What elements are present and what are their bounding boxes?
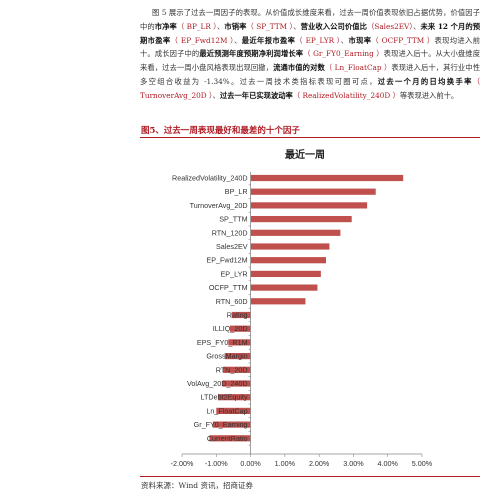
text-run: 、 [413,21,421,31]
bar [250,243,330,250]
category-label: OCFP_TTM [209,283,248,292]
category-labels-group: RealizedVolatility_240D BP_LR TurnoverAvg_… [172,174,248,443]
factor-name: 市销率 [224,21,247,31]
bar [209,435,251,442]
bar-chart-svg: 最近一周 RealizedVolatility_240D BP_LR Turnove… [171,148,433,468]
factor-name: 过去一个月的日均换手率 [377,76,473,86]
category-label: LTDebt2Equity [201,393,248,402]
x-tick-label: 1.00% [275,459,296,468]
factor-name: 市现率 [348,35,372,45]
category-label: RTN_60D [216,297,248,306]
category-label: EP_Fwd12M [206,256,247,265]
factor-code: （ EP_Fwd12M ） [170,35,235,45]
bar [224,353,251,360]
category-label: ILLIQ_20D [213,324,248,333]
figure-caption: 图5、过去一周表现最好和最差的十个因子 [141,126,300,136]
text-run: 等表现进入前十。 [399,90,459,100]
source-note: 资料来源：Wind 资讯，招商证券 [141,481,253,490]
factor-code: （ EP_LYR ） [295,35,341,45]
factor-code: （ OCFP_TTM ） [371,35,435,45]
text-run: 、 [340,35,349,45]
bar [212,421,251,428]
chart-title: 最近一周 [285,148,325,161]
factor-name: 过去一年已实现波动率 [219,90,293,100]
x-tick-label: -2.00% [171,459,194,468]
category-label: RTN_20D [216,365,248,374]
bar [250,174,404,182]
bar [228,339,251,346]
bar [230,325,251,332]
bar [218,394,251,401]
x-tick-label: 2.00% [309,459,330,468]
category-label: SP_TTM [219,215,247,224]
x-tick-label: 0.00% [240,459,261,468]
category-label: Rating [227,311,248,320]
x-axis-group: -2.00% -1.00% 0.00% 1.00% 2.00% 3.00% 4.00% 5.0… [171,172,433,468]
text-run: 表现进入后十，其行业中性多空组合收益为 -1.34%。过去一周技术类指标表现可圈… [140,63,481,86]
category-label: Gr_FY0_Earning [194,420,248,429]
factor-chart: 最近一周 RealizedVolatility_240D BP_LR Turnove… [140,140,480,473]
factor-name: 流通市值的对数 [273,63,325,73]
bar [250,216,352,223]
factor-name: 市净率 [154,21,177,31]
text-run: 、 [293,21,301,31]
factor-name: 最近预测年度预期净利润增长率 [199,49,304,59]
text-run: 、 [234,35,242,45]
text-run: 表现进入后十。从大小盘维度来看，过去一周小盘风格表现出现回撤， [140,49,481,73]
bar [250,229,341,236]
bars-group [209,174,404,442]
category-label: TurnoverAvg_20D [190,201,248,210]
category-label: Sales2EV [216,242,248,251]
factor-code: （ TurnoverAvg_20D ） [140,76,480,100]
category-label: GrossMargin [206,352,247,361]
factor-code: （ BP_LR ） [176,21,217,31]
analysis-paragraph: 图 5 展示了过去一周因子的表现。从价值成长维度来看，过去一周价值表现依旧占据优… [140,6,480,103]
factor-code: （Sales2EV） [366,21,414,31]
factor-name: 未来 12 个月的预期市盈率 [140,21,481,45]
bar [231,311,251,319]
category-label: RealizedVolatility_240D [172,174,248,183]
x-tick-label: 5.00% [412,459,433,468]
factor-name: 营业收入公司价值比 [300,21,367,31]
category-label: RTN_120D [212,228,248,237]
factor-code: （ Gr_FY0_Earning ） [303,49,384,59]
bar [222,380,251,387]
factor-name: 最近年报市盈率 [241,35,296,45]
factor-code: （ Ln_FloatCap ） [324,63,392,73]
factor-code: （ SP_TTM ） [246,21,294,31]
bar [250,284,318,291]
text-run: 、 [212,90,220,100]
bar [223,366,251,373]
category-label: EPS_FY0_R1M [197,338,248,347]
category-label: BP_LR [225,187,248,196]
text-run: 、 [217,21,225,31]
caption-rule [140,137,480,138]
bar [250,270,321,277]
factor-code: （ RealizedVolatility_240D ） [292,90,400,100]
text-run: 表现均进入前十。成长因子中的 [140,35,480,59]
text-run: 图 5 展示了过去一周因子的表现。从价值成长维度来看，过去一周价值表现依旧占据优… [140,8,480,31]
category-label: CurrentRatio [207,434,248,443]
category-label: EP_LYR [221,269,248,278]
bar [216,407,251,414]
bar [250,188,376,195]
x-tick-label: 3.00% [343,459,364,468]
x-tick-label: -1.00% [205,459,228,468]
bar [250,257,326,264]
category-label: Ln_FloatCap [206,406,247,415]
footer-rule [140,476,480,477]
category-label: VolAvg_20D_240D [187,379,248,388]
bar [250,202,368,209]
x-tick-label: 4.00% [378,459,399,468]
bar [250,298,306,305]
